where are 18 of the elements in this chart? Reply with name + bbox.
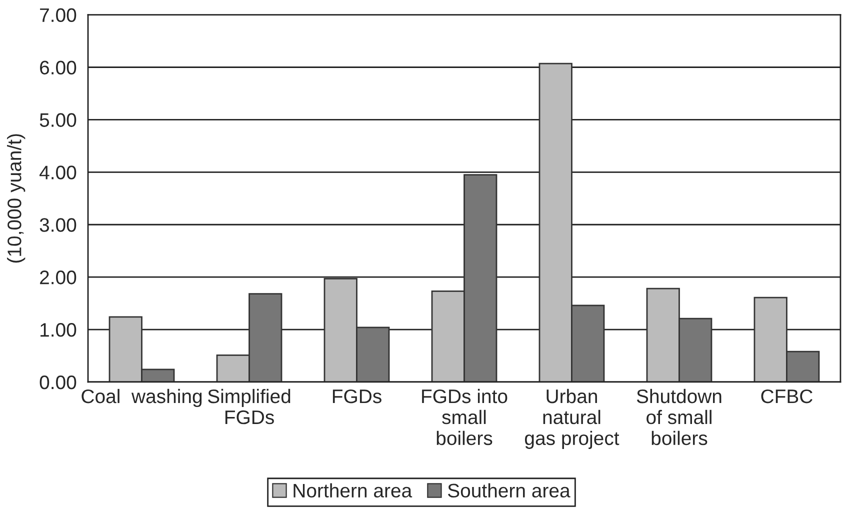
y-tick-label: 3.00	[40, 218, 76, 232]
y-tick-label: 2.00	[40, 270, 76, 284]
y-axis-title: (10,000 yuan/t)	[7, 134, 26, 263]
y-tick-label: 4.00	[40, 166, 76, 180]
legend-label: Southern area	[448, 483, 570, 498]
y-tick-label: 6.00	[40, 60, 76, 74]
x-tick-label: Coal washing	[82, 388, 202, 408]
y-tick-label: 0.00	[40, 375, 76, 390]
legend-label: Northern area	[294, 483, 412, 498]
x-tick-label: Simplified FGDs	[208, 388, 290, 424]
y-tick-label: 7.00	[40, 8, 76, 22]
x-tick-label: FGDs	[332, 389, 382, 404]
x-tick-label: Shutdown of small boilers	[636, 388, 722, 446]
x-tick-label: Urban natural gas project	[525, 388, 620, 449]
y-tick-label: 1.00	[40, 323, 76, 337]
x-tick-label: FGDs into small boilers	[422, 388, 508, 446]
y-tick-label: 5.00	[40, 113, 76, 127]
x-tick-label: CFBC	[761, 389, 812, 404]
